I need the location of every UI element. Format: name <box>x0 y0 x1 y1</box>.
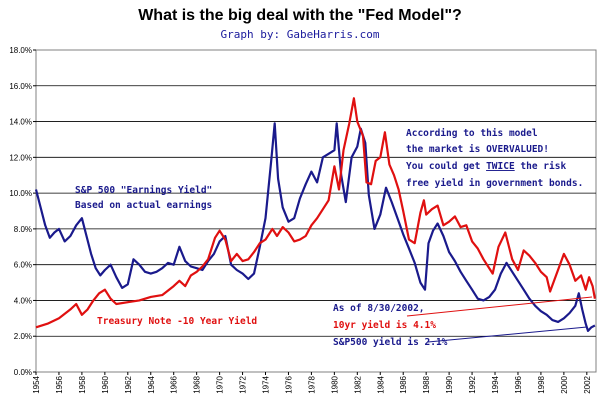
overvalued-line3-pre: You could get <box>406 161 486 172</box>
earnings-label-line2: Based on actual earnings <box>75 200 212 211</box>
y-tick-label: 16.0% <box>9 82 32 91</box>
callout-line-treasury <box>406 296 593 317</box>
x-tick-label: 1992 <box>468 375 477 393</box>
annotations: S&P 500 "Earnings Yield" Based on actual… <box>75 128 583 348</box>
x-tick-label: 1956 <box>55 375 64 393</box>
asof-treasury-label: 10yr yield is 4.1% <box>333 320 436 331</box>
x-axis-ticks: 1954 1956 1958 1960 1962 1964 1966 1968 1970 1972… <box>32 372 592 394</box>
y-tick-label: 18.0% <box>9 46 32 55</box>
x-tick-label: 1976 <box>284 375 293 393</box>
x-tick-label: 1986 <box>399 375 408 393</box>
x-tick-label: 1982 <box>353 375 362 393</box>
x-tick-label: 1984 <box>376 375 385 393</box>
y-tick-label: 8.0% <box>14 225 32 234</box>
callout-line-earnings <box>427 326 588 343</box>
overvalued-line3-post: the risk <box>515 161 567 172</box>
x-tick-label: 1972 <box>239 375 248 393</box>
y-tick-label: 14.0% <box>9 118 32 127</box>
x-tick-label: 1966 <box>170 375 179 393</box>
x-tick-label: 1998 <box>537 375 546 393</box>
x-tick-label: 1962 <box>124 375 133 393</box>
y-tick-label: 6.0% <box>14 261 32 270</box>
x-tick-label: 1990 <box>445 375 454 393</box>
earnings-label-line1: S&P 500 "Earnings Yield" <box>75 185 212 196</box>
x-tick-label: 1970 <box>216 375 225 393</box>
asof-label: As of 8/30/2002, <box>333 303 425 314</box>
x-tick-label: 2002 <box>583 375 592 393</box>
x-tick-label: 1960 <box>101 375 110 393</box>
overvalued-line1: According to this model <box>406 128 538 139</box>
treasury-label: Treasury Note -10 Year Yield <box>97 316 257 327</box>
x-tick-label: 2000 <box>560 375 569 393</box>
x-tick-label: 1968 <box>193 375 202 393</box>
y-axis-ticks: 0.0% 2.0% 4.0% 6.0% 8.0% 10.0% 12.0% 14.0% 16.0%… <box>9 46 36 377</box>
treasury-yield-line <box>35 97 596 329</box>
y-tick-label: 4.0% <box>14 296 32 305</box>
y-tick-label: 0.0% <box>14 368 32 377</box>
overvalued-line3-emphasis: TWICE <box>486 161 515 172</box>
y-tick-label: 10.0% <box>9 189 32 198</box>
series-lines <box>34 97 596 332</box>
x-tick-label: 1958 <box>78 375 87 393</box>
x-tick-label: 1978 <box>307 375 316 393</box>
plot-area <box>35 49 597 373</box>
x-tick-label: 1994 <box>491 375 500 393</box>
chart-title: What is the big deal with the "Fed Model… <box>138 7 462 24</box>
x-tick-label: 1996 <box>514 375 523 393</box>
chart-subtitle: Graph by: GabeHarris.com <box>221 28 380 41</box>
overvalued-line2: the market is OVERVALUED! <box>406 144 549 155</box>
asof-earnings-label: S&P500 yield is 2.1% <box>333 337 448 348</box>
x-tick-label: 1954 <box>32 375 41 393</box>
x-tick-label: 1988 <box>422 375 431 393</box>
x-tick-label: 1974 <box>262 375 271 393</box>
overvalued-line3: You could get TWICE the risk <box>406 161 566 172</box>
x-tick-label: 1980 <box>330 375 339 393</box>
y-tick-label: 2.0% <box>14 332 32 341</box>
earnings-yield-line <box>34 122 596 332</box>
x-tick-label: 1964 <box>147 375 156 393</box>
overvalued-line4: free yield in government bonds. <box>406 178 583 189</box>
gridlines <box>36 85 596 337</box>
y-tick-label: 12.0% <box>9 153 32 162</box>
